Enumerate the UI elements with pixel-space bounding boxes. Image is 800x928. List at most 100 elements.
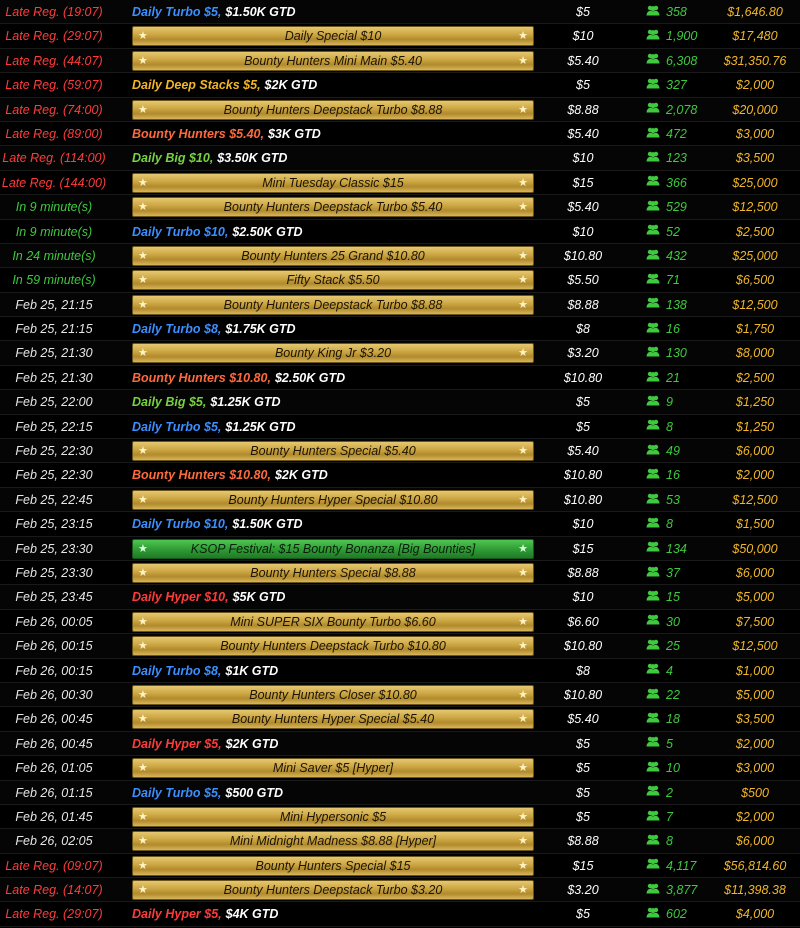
buy-in: $5.40 [567,53,599,68]
tournament-row[interactable]: Late Reg. (09:07) ★ Bounty Hunters Special… [0,854,800,879]
players-icon [646,731,660,755]
tournament-title: Bounty King Jr $3.20 [274,346,392,361]
tournament-row[interactable]: Late Reg. (59:07) Daily Deep Stacks $5, $2… [0,73,800,98]
tournament-row[interactable]: Feb 26, 01:45 ★ Mini Hypersonic $5 ★ $5 7 $2,0… [0,805,800,830]
tournament-row[interactable]: Late Reg. (44:07) ★ Bounty Hunters Mini Ma… [0,48,800,74]
tournament-row[interactable]: Feb 25, 22:45 ★ Bounty Hunters Hyper Speci… [0,487,800,513]
buy-in: $10.80 [563,687,603,702]
buy-in: $10 [572,590,594,605]
featured-tournament-banner[interactable]: ★ Bounty Hunters Hyper Special $5.40 ★ [132,709,534,730]
start-time: Feb 26, 01:05 [15,761,93,776]
featured-tournament-banner[interactable]: ★ Bounty Hunters Special $5.40 ★ [132,441,534,462]
featured-tournament-banner[interactable]: ★ Bounty King Jr $3.20 ★ [132,343,534,364]
tournament-row[interactable]: In 59 minute(s) ★ Fifty Stack $5.50 ★ $5.50 7… [0,268,800,293]
tournament-row[interactable]: Feb 26, 00:05 ★ Mini SUPER SIX Bounty Turb… [0,610,800,635]
player-count-value: 16 [666,468,680,483]
player-count: 3,877 [646,878,716,902]
tournament-row[interactable]: Feb 26, 00:45 Daily Hyper $5, $2K GTD $5 5 $2… [0,731,800,757]
featured-tournament-banner[interactable]: ★ Daily Special $10 ★ [132,26,534,47]
tournament-row[interactable]: Feb 26, 02:05 ★ Mini Midnight Madness $8.8… [0,829,800,854]
tournament-row[interactable]: Feb 25, 22:15 Daily Turbo $5, $1.25K GTD $5… [0,415,800,440]
tournament-row[interactable]: Feb 25, 23:30 ★ Bounty Hunters Special $8.… [0,561,800,586]
tournament-row[interactable]: Feb 25, 21:30 Bounty Hunters $10.80, $2.50… [0,366,800,391]
tournament-title: Daily Turbo $10, [132,224,229,239]
star-icon: ★ [518,201,528,214]
tournament-row[interactable]: In 24 minute(s) ★ Bounty Hunters 25 Grand … [0,243,800,269]
featured-tournament-banner[interactable]: ★ Mini Midnight Madness $8.88 [Hyper] ★ [132,831,534,852]
tournament-row[interactable]: Feb 25, 23:15 Daily Turbo $10, $1.50K GTD $… [0,512,800,537]
tournament-title: KSOP Festival: $15 Bounty Bonanza [Big B… [190,541,476,556]
featured-tournament-banner[interactable]: ★ Mini Hypersonic $5 ★ [132,806,534,827]
start-time: Feb 26, 02:05 [15,834,93,849]
player-count-value: 134 [666,541,687,556]
player-count-value: 4,117 [666,858,697,873]
featured-tournament-banner[interactable]: ★ Mini Tuesday Classic $15 ★ [132,172,534,193]
start-time: In 59 minute(s) [12,273,96,288]
featured-tournament-banner[interactable]: ★ KSOP Festival: $15 Bounty Bonanza [Big … [132,538,534,559]
buy-in: $5 [576,395,590,410]
tournament-row[interactable]: Late Reg. (114:00) Daily Big $10, $3.50K G… [0,146,800,171]
featured-tournament-banner[interactable]: ★ Bounty Hunters Deepstack Turbo $3.20 ★ [132,880,534,901]
tournament-row[interactable]: Feb 25, 22:30 Bounty Hunters $10.80, $2K G… [0,463,800,488]
prize-pool: $12,500 [732,639,778,654]
featured-tournament-banner[interactable]: ★ Bounty Hunters Special $8.88 ★ [132,562,534,583]
tournament-row[interactable]: Feb 26, 00:15 ★ Bounty Hunters Deepstack T… [0,634,800,659]
tournament-row[interactable]: Late Reg. (74:00) ★ Bounty Hunters Deepsta… [0,97,800,122]
players-icon [646,292,660,316]
start-time: Feb 25, 22:45 [15,492,93,507]
tournament-row[interactable]: Feb 25, 23:30 ★ KSOP Festival: $15 Bounty … [0,536,800,561]
tournament-row[interactable]: Late Reg. (19:07) Daily Turbo $5, $1.50K G… [0,0,800,25]
tournament-row[interactable]: Feb 26, 00:15 Daily Turbo $8, $1K GTD $8 4 $1… [0,659,800,683]
tournament-row[interactable]: Late Reg. (144:00) ★ Mini Tuesday Classic … [0,171,800,196]
featured-tournament-banner[interactable]: ★ Bounty Hunters Deepstack Turbo $8.88 ★ [132,294,534,315]
tournament-row[interactable]: In 9 minute(s) ★ Bounty Hunters Deepstack … [0,195,800,220]
tournament-row[interactable]: Late Reg. (29:07) ★ Daily Special $10 ★ $10 1… [0,24,800,49]
tournament-row[interactable]: Feb 26, 01:15 Daily Turbo $5, $500 GTD $5 2 $… [0,780,800,805]
player-count: 15 [646,585,716,609]
tournament-title: Fifty Stack $5.50 [286,273,380,288]
players-icon [646,97,660,121]
featured-tournament-banner[interactable]: ★ Mini Saver $5 [Hyper] ★ [132,758,534,779]
featured-tournament-banner[interactable]: ★ Bounty Hunters 25 Grand $10.80 ★ [132,245,534,266]
player-count: 16 [646,317,716,341]
start-time: Feb 25, 21:30 [15,370,93,385]
tournament-row[interactable]: Feb 25, 21:30 ★ Bounty King Jr $3.20 ★ $3.20… [0,341,800,366]
featured-tournament-banner[interactable]: ★ Bounty Hunters Hyper Special $10.80 ★ [132,489,534,510]
featured-tournament-banner[interactable]: ★ Bounty Hunters Deepstack Turbo $8.88 ★ [132,99,534,120]
start-time: Feb 25, 23:30 [15,541,93,556]
tournament-row[interactable]: Late Reg. (29:07) Daily Hyper $5, $4K GTD $… [0,902,800,927]
player-count-value: 6,308 [666,53,698,68]
tournament-title: Daily Hyper $5, [132,907,222,922]
start-time: Late Reg. (44:07) [5,53,103,68]
tournament-row[interactable]: Feb 26, 00:45 ★ Bounty Hunters Hyper Speci… [0,707,800,732]
player-count-value: 2,078 [666,102,698,117]
featured-tournament-banner[interactable]: ★ Bounty Hunters Deepstack Turbo $10.80 ★ [132,636,534,657]
featured-tournament-banner[interactable]: ★ Bounty Hunters Deepstack Turbo $5.40 ★ [132,197,534,218]
tournament-name: Daily Turbo $8, $1.75K GTD [132,317,534,341]
tournament-row[interactable]: Feb 26, 00:30 ★ Bounty Hunters Closer $10.… [0,682,800,708]
featured-tournament-banner[interactable]: ★ Mini SUPER SIX Bounty Turbo $6.60 ★ [132,611,534,632]
tournament-row[interactable]: Feb 25, 22:30 ★ Bounty Hunters Special $5.… [0,439,800,464]
featured-tournament-banner[interactable]: ★ Bounty Hunters Closer $10.80 ★ [132,684,534,705]
featured-tournament-banner[interactable]: ★ Bounty Hunters Special $15 ★ [132,855,534,876]
tournament-row[interactable]: Feb 25, 21:15 ★ Bounty Hunters Deepstack T… [0,292,800,318]
tournament-row[interactable]: Feb 25, 22:00 Daily Big $5, $1.25K GTD $5 9 $… [0,390,800,415]
player-count: 327 [646,73,716,97]
star-icon: ★ [138,103,148,116]
buy-in: $5 [576,761,590,776]
tournament-row[interactable]: Feb 25, 23:45 Daily Hyper $10, $5K GTD $10 1… [0,585,800,610]
tournament-row[interactable]: In 9 minute(s) Daily Turbo $10, $2.50K GTD… [0,220,800,244]
tournament-row[interactable]: Feb 26, 01:05 ★ Mini Saver $5 [Hyper] ★ $5 10… [0,756,800,781]
tournament-row[interactable]: Late Reg. (89:00) Bounty Hunters $5.40, $3… [0,122,800,147]
tournament-row[interactable]: Late Reg. (14:07) ★ Bounty Hunters Deepsta… [0,878,800,903]
featured-tournament-banner[interactable]: ★ Fifty Stack $5.50 ★ [132,270,534,291]
players-icon [646,146,660,170]
tournament-row[interactable]: Feb 25, 21:15 Daily Turbo $8, $1.75K GTD $8… [0,317,800,342]
buy-in: $8 [576,663,590,678]
featured-tournament-banner[interactable]: ★ Bounty Hunters Mini Main $5.40 ★ [132,50,534,71]
player-count: 529 [646,195,716,219]
star-icon: ★ [518,274,528,287]
start-time: Feb 25, 23:15 [15,517,93,532]
start-time: Late Reg. (29:07) [5,907,103,922]
